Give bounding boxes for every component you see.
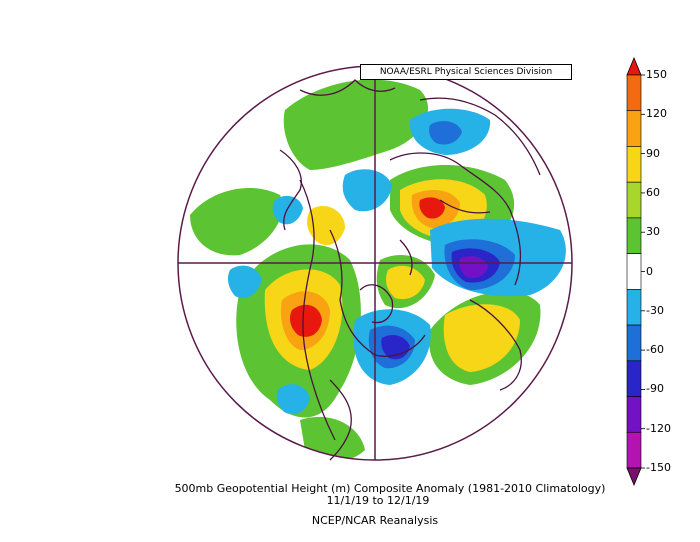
anomaly-region (227, 265, 262, 299)
colorbar-tick-label: 60 (646, 185, 660, 199)
map-title: 500mb Geopotential Height (m) Composite … (174, 482, 606, 495)
anomaly-region (307, 206, 345, 246)
colorbar-tick-label: 0 (646, 264, 653, 278)
anomaly-region (290, 304, 322, 337)
anomaly-region (429, 120, 462, 145)
colorbar-tick-label: -60 (646, 343, 664, 357)
anomaly-fields (190, 79, 566, 460)
date-range: 11/1/19 to 12/1/19 (326, 494, 430, 507)
anomaly-region (283, 79, 429, 170)
colorbar-tick-label: 90 (646, 146, 660, 160)
anomaly-region (386, 265, 425, 300)
anomaly-region (190, 187, 283, 256)
anomaly-region (342, 169, 392, 212)
anomaly-region (300, 416, 365, 460)
anomaly-region (443, 304, 520, 372)
anomaly-region (276, 384, 310, 415)
anomaly-region (272, 195, 303, 225)
coastlines (279, 79, 541, 461)
colorbar-tick-label: -120 (646, 421, 671, 435)
anomaly-region (419, 197, 445, 219)
colorbar-tick-label: 120 (646, 107, 667, 121)
colorbar-tick-label: 150 (646, 68, 667, 81)
credit-box: NOAA/ESRL Physical Sciences Division (360, 64, 572, 80)
anomaly-region (459, 256, 488, 278)
colorbar-tick-label: -150 (646, 461, 671, 474)
colorbar-tick-label: -90 (646, 382, 664, 396)
colorbar-tick-label: 30 (646, 225, 660, 239)
dataset-name: NCEP/NCAR Reanalysis (311, 514, 439, 527)
colorbar-tick-label: -30 (646, 303, 664, 317)
